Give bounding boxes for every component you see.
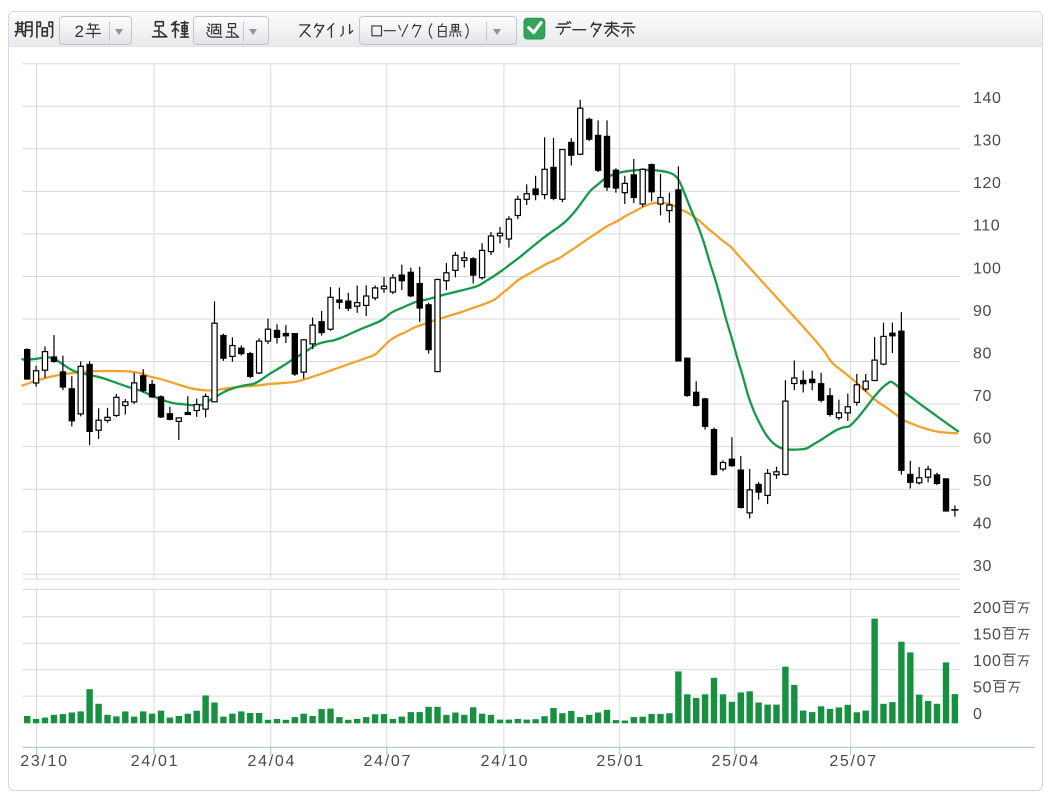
svg-text:24/10: 24/10 [481, 753, 530, 770]
svg-text:90: 90 [973, 303, 992, 320]
svg-text:120: 120 [973, 175, 1002, 192]
svg-text:200: 200 [973, 600, 1002, 617]
svg-text:23/10: 23/10 [20, 753, 69, 770]
svg-text:24/04: 24/04 [248, 753, 297, 770]
svg-text:25/07: 25/07 [829, 753, 878, 770]
svg-text:70: 70 [973, 388, 992, 405]
svg-text:40: 40 [973, 516, 992, 533]
svg-text:2: 2 [75, 22, 84, 41]
svg-text:150: 150 [973, 626, 1002, 643]
svg-text:140: 140 [973, 90, 1002, 107]
svg-text:80: 80 [973, 345, 992, 362]
svg-text:30: 30 [973, 558, 992, 575]
svg-text:110: 110 [973, 218, 1000, 235]
svg-text:25/01: 25/01 [596, 753, 645, 770]
svg-text:25/04: 25/04 [712, 753, 761, 770]
svg-text:50: 50 [973, 679, 992, 696]
svg-text:100: 100 [973, 260, 1002, 277]
svg-text:24/01: 24/01 [131, 753, 180, 770]
svg-text:100: 100 [973, 653, 1002, 670]
svg-text:130: 130 [973, 133, 1002, 150]
svg-text:60: 60 [973, 430, 992, 447]
svg-text:50: 50 [973, 473, 992, 490]
svg-text:24/07: 24/07 [364, 753, 413, 770]
svg-text:0: 0 [973, 706, 983, 723]
